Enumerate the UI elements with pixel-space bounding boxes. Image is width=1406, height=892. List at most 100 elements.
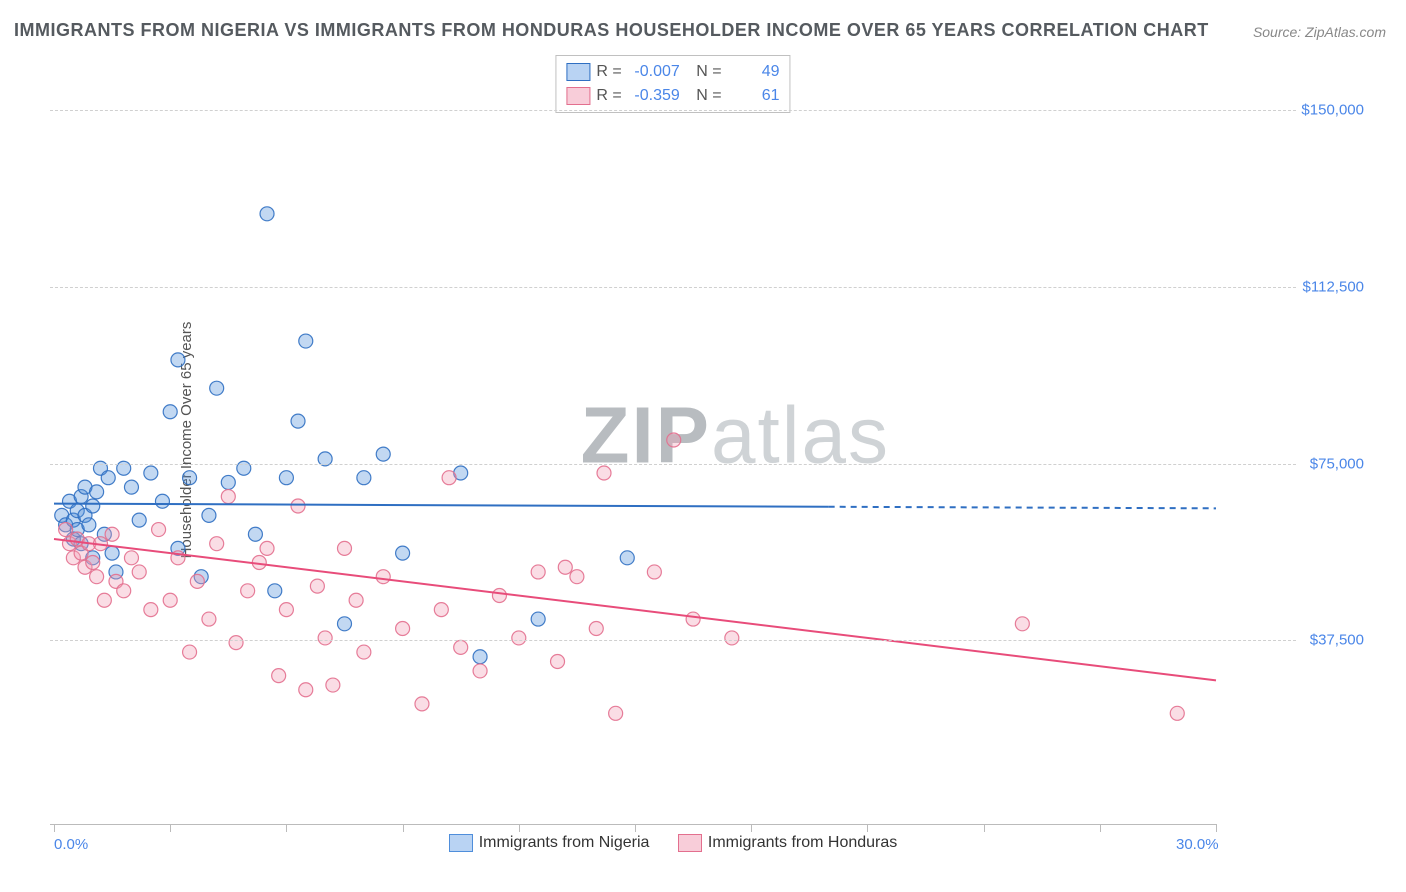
data-point bbox=[415, 697, 429, 711]
y-tick-label: $112,500 bbox=[1303, 278, 1364, 295]
data-point bbox=[357, 645, 371, 659]
data-point bbox=[609, 706, 623, 720]
x-tick bbox=[286, 824, 287, 832]
data-point bbox=[86, 556, 100, 570]
data-point bbox=[492, 589, 506, 603]
data-point bbox=[589, 622, 603, 636]
data-point bbox=[163, 593, 177, 607]
legend-label: Immigrants from Honduras bbox=[708, 834, 897, 852]
legend-swatch-honduras bbox=[566, 87, 590, 105]
y-gridline bbox=[50, 287, 1296, 288]
data-point bbox=[163, 405, 177, 419]
x-tick-label: 0.0% bbox=[54, 836, 88, 853]
data-point bbox=[124, 551, 138, 565]
data-point bbox=[597, 466, 611, 480]
data-point bbox=[171, 353, 185, 367]
x-tick bbox=[403, 824, 404, 832]
n-value-nigeria: 49 bbox=[728, 60, 780, 84]
data-point bbox=[248, 527, 262, 541]
data-point bbox=[241, 584, 255, 598]
data-point bbox=[90, 485, 104, 499]
data-point bbox=[260, 541, 274, 555]
data-point bbox=[620, 551, 634, 565]
data-point bbox=[268, 584, 282, 598]
x-tick bbox=[635, 824, 636, 832]
data-point bbox=[647, 565, 661, 579]
data-point bbox=[59, 523, 73, 537]
data-point bbox=[310, 579, 324, 593]
data-point bbox=[229, 636, 243, 650]
correlation-legend: R = -0.007 N = 49 R = -0.359 N = 61 bbox=[555, 55, 790, 113]
data-point bbox=[376, 447, 390, 461]
data-point bbox=[105, 527, 119, 541]
x-tick bbox=[1100, 824, 1101, 832]
data-point bbox=[132, 565, 146, 579]
data-point bbox=[551, 654, 565, 668]
data-point bbox=[531, 565, 545, 579]
legend-swatch-nigeria bbox=[566, 63, 590, 81]
data-point bbox=[291, 499, 305, 513]
data-point bbox=[183, 645, 197, 659]
data-point bbox=[190, 574, 204, 588]
legend-label: Immigrants from Nigeria bbox=[479, 834, 650, 852]
r-value-nigeria: -0.007 bbox=[628, 60, 680, 84]
x-tick bbox=[867, 824, 868, 832]
data-point bbox=[202, 612, 216, 626]
data-point bbox=[442, 471, 456, 485]
data-point bbox=[326, 678, 340, 692]
y-tick-label: $75,000 bbox=[1310, 455, 1364, 472]
data-point bbox=[338, 541, 352, 555]
data-point bbox=[144, 466, 158, 480]
chart-wrapper: IMMIGRANTS FROM NIGERIA VS IMMIGRANTS FR… bbox=[0, 0, 1406, 892]
legend-swatch-icon bbox=[678, 834, 702, 852]
data-point bbox=[454, 640, 468, 654]
data-point bbox=[210, 381, 224, 395]
data-point bbox=[210, 537, 224, 551]
legend-swatch-icon bbox=[449, 834, 473, 852]
data-point bbox=[132, 513, 146, 527]
trend-line-extrapolated bbox=[829, 507, 1216, 509]
data-point bbox=[202, 508, 216, 522]
data-point bbox=[299, 334, 313, 348]
data-point bbox=[221, 490, 235, 504]
data-point bbox=[86, 499, 100, 513]
x-tick bbox=[170, 824, 171, 832]
trend-line bbox=[54, 504, 829, 507]
x-tick bbox=[54, 824, 55, 832]
scatter-svg bbox=[50, 55, 1296, 825]
data-point bbox=[272, 669, 286, 683]
data-point bbox=[155, 494, 169, 508]
data-point bbox=[101, 471, 115, 485]
x-tick bbox=[751, 824, 752, 832]
data-point bbox=[117, 584, 131, 598]
y-tick-label: $150,000 bbox=[1301, 102, 1364, 119]
data-point bbox=[396, 622, 410, 636]
x-tick bbox=[1216, 824, 1217, 832]
n-label: N = bbox=[696, 60, 721, 84]
data-point bbox=[152, 523, 166, 537]
data-point bbox=[512, 631, 526, 645]
data-point bbox=[318, 631, 332, 645]
data-point bbox=[357, 471, 371, 485]
data-point bbox=[349, 593, 363, 607]
data-point bbox=[105, 546, 119, 560]
plot-area: ZIPatlas Householder Income Over 65 year… bbox=[50, 55, 1296, 825]
x-tick-label: 30.0% bbox=[1176, 836, 1219, 853]
data-point bbox=[260, 207, 274, 221]
data-point bbox=[144, 603, 158, 617]
data-point bbox=[221, 475, 235, 489]
r-value-honduras: -0.359 bbox=[628, 84, 680, 108]
data-point bbox=[97, 593, 111, 607]
data-point bbox=[183, 471, 197, 485]
r-label: R = bbox=[596, 84, 621, 108]
data-point bbox=[725, 631, 739, 645]
data-point bbox=[558, 560, 572, 574]
data-point bbox=[291, 414, 305, 428]
data-point bbox=[279, 603, 293, 617]
x-tick bbox=[984, 824, 985, 832]
y-gridline bbox=[50, 464, 1296, 465]
chart-title: IMMIGRANTS FROM NIGERIA VS IMMIGRANTS FR… bbox=[14, 20, 1209, 41]
data-point bbox=[124, 480, 138, 494]
series-legend: Immigrants from Nigeria Immigrants from … bbox=[50, 834, 1296, 857]
data-point bbox=[1015, 617, 1029, 631]
